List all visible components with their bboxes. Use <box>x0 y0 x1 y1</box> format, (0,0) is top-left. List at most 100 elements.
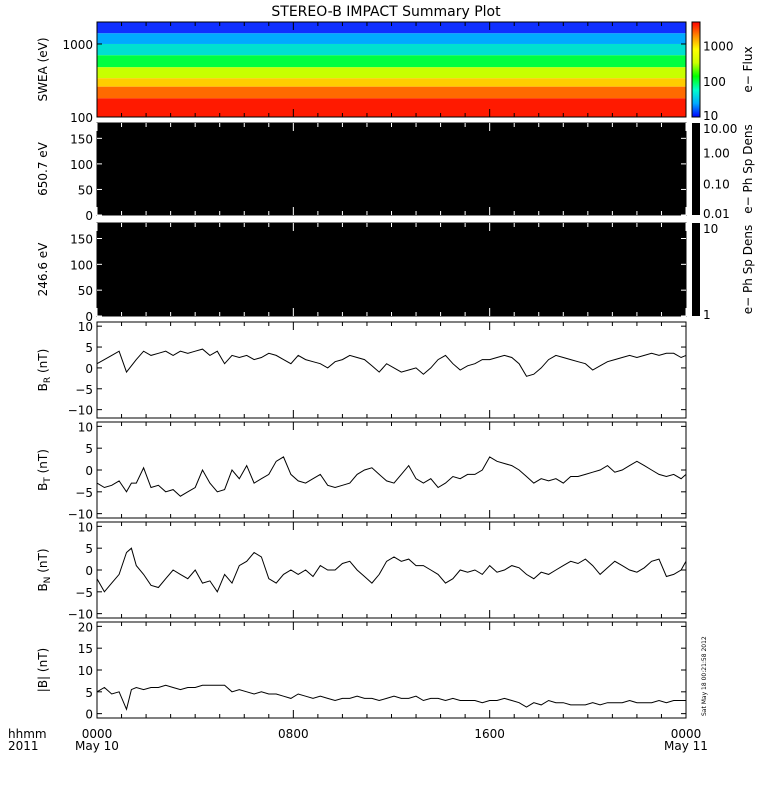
pitch-angle-map <box>97 223 686 316</box>
y-axis-label-main: SWEA (eV) <box>36 37 50 101</box>
y-axis-label-main: B <box>36 483 50 491</box>
y-tick-label: 50 <box>78 183 93 197</box>
y-tick-label: 0 <box>85 310 93 324</box>
panel-frame <box>96 321 687 419</box>
x-tick-label: 1600 <box>474 727 505 741</box>
y-tick-label: 0 <box>85 209 93 223</box>
panel-5: −10 −5 0 5 10 BT (nT) <box>36 420 687 522</box>
series-line <box>96 547 687 593</box>
y-axis-label-main: 650.7 eV <box>36 141 50 196</box>
panel-frame <box>96 621 687 719</box>
colorbar-label: e− Ph Sp Dens <box>741 124 755 213</box>
spectrogram-band <box>97 55 686 68</box>
panel-6: −10 −5 0 5 10 BN (nT) <box>36 520 687 622</box>
y-tick-label: 10 <box>78 520 93 534</box>
x-tick-label: 0000 <box>671 727 702 741</box>
y-tick-label: −5 <box>75 586 93 600</box>
y-axis-label: 650.7 eV <box>36 141 50 196</box>
x-corner-label: hhmm <box>8 727 47 741</box>
y-axis-label-main: B <box>36 383 50 391</box>
panel-7: 0 5 10 15 20 |B| (nT) <box>36 620 687 722</box>
y-tick-label: 150 <box>70 132 93 146</box>
y-axis-label-unit: (nT) <box>36 349 50 377</box>
colorbar-tick-label: 0.10 <box>703 177 730 191</box>
spectrogram-band <box>97 86 686 99</box>
colorbar <box>692 123 700 215</box>
y-tick-label: 50 <box>78 284 93 298</box>
x-tick-label: 0800 <box>278 727 309 741</box>
y-axis-label: BR (nT) <box>36 349 53 392</box>
y-tick-label: −10 <box>68 608 93 622</box>
colorbar-label: e− Flux <box>741 46 755 92</box>
y-tick-label: 150 <box>70 233 93 247</box>
y-tick-label: −10 <box>68 404 93 418</box>
y-tick-label: 10 <box>78 420 93 434</box>
y-tick-label: 10 <box>78 664 93 678</box>
y-tick-label: 0 <box>85 362 93 376</box>
y-axis-label-sub: T <box>43 477 53 484</box>
y-tick-label: 5 <box>85 686 93 700</box>
colorbar-tick-label: 10.00 <box>703 122 737 136</box>
y-axis-label: BT (nT) <box>36 449 53 491</box>
y-tick-label: 0 <box>85 464 93 478</box>
x-tick-date: May 10 <box>75 739 119 753</box>
plot-title: STEREO-B IMPACT Summary Plot <box>271 4 501 20</box>
pitch-angle-map <box>97 123 686 215</box>
x-corner-year: 2011 <box>8 739 39 753</box>
colorbar <box>691 21 701 118</box>
y-tick-label: 100 <box>70 111 93 125</box>
panel-1: 10 100 1000 e− Flux 100 1000 SWEA (eV) <box>36 21 755 125</box>
series-line <box>96 684 686 711</box>
y-axis-label-main: |B| <box>36 676 50 692</box>
panel-3: 1 10 e− Ph Sp Dens 0 50 100 150 246.6 eV <box>36 222 755 324</box>
x-tick-label: 0000 <box>82 727 113 741</box>
y-axis-label-sub: R <box>43 377 53 383</box>
colorbar <box>692 223 700 316</box>
colorbar-label: e− Ph Sp Dens <box>741 225 755 314</box>
y-tick-label: 15 <box>78 642 93 656</box>
colorbar-tick-label: 10 <box>703 222 718 236</box>
colorbar-tick-label: 1.00 <box>703 147 730 161</box>
series-line <box>96 456 687 497</box>
y-tick-label: 100 <box>70 258 93 272</box>
colorbar-tick-label: 1 <box>703 308 711 322</box>
colorbar-tick-label: 0.01 <box>703 207 730 221</box>
y-tick-label: 10 <box>78 320 93 334</box>
y-tick-label: 5 <box>85 542 93 556</box>
timestamp: Sat May 18 00:21:58 2012 <box>701 636 708 716</box>
colorbar-tick-label: 100 <box>703 75 726 89</box>
y-axis-label: SWEA (eV) <box>36 37 50 101</box>
spectrogram-band <box>97 67 686 79</box>
y-tick-label: 1000 <box>62 38 93 52</box>
y-tick-label: 0 <box>85 708 93 722</box>
series-line <box>96 348 687 377</box>
spectrogram-band <box>97 22 686 34</box>
y-tick-label: 5 <box>85 442 93 456</box>
panel-frame <box>96 421 687 519</box>
y-tick-label: 5 <box>85 341 93 355</box>
y-tick-label: −10 <box>68 508 93 522</box>
y-axis-label-unit: (nT) <box>36 449 50 477</box>
spectrogram-band <box>97 78 686 87</box>
y-axis-label: 246.6 eV <box>36 242 50 297</box>
y-axis-label: BN (nT) <box>36 548 53 591</box>
y-axis-label-main: 246.6 eV <box>36 242 50 297</box>
y-axis-label-unit: (nT) <box>36 548 50 576</box>
spectrogram-band <box>97 98 686 117</box>
spectrogram-band <box>97 43 686 56</box>
spectrogram-band <box>97 33 686 44</box>
colorbar-tick-label: 1000 <box>703 40 734 54</box>
y-axis-label-sub: N <box>43 577 53 584</box>
panel-4: −10 −5 0 5 10 BR (nT) <box>36 320 687 419</box>
y-tick-label: 0 <box>85 564 93 578</box>
y-tick-label: 100 <box>70 158 93 172</box>
y-tick-label: −5 <box>75 486 93 500</box>
y-axis-label: |B| (nT) <box>36 648 50 692</box>
y-tick-label: −5 <box>75 383 93 397</box>
y-tick-label: 20 <box>78 620 93 634</box>
x-tick-date: May 11 <box>664 739 708 753</box>
colorbar-tick-label: 10 <box>703 109 718 123</box>
y-axis-label-unit: (nT) <box>36 648 50 676</box>
y-axis-label-main: B <box>36 583 50 591</box>
